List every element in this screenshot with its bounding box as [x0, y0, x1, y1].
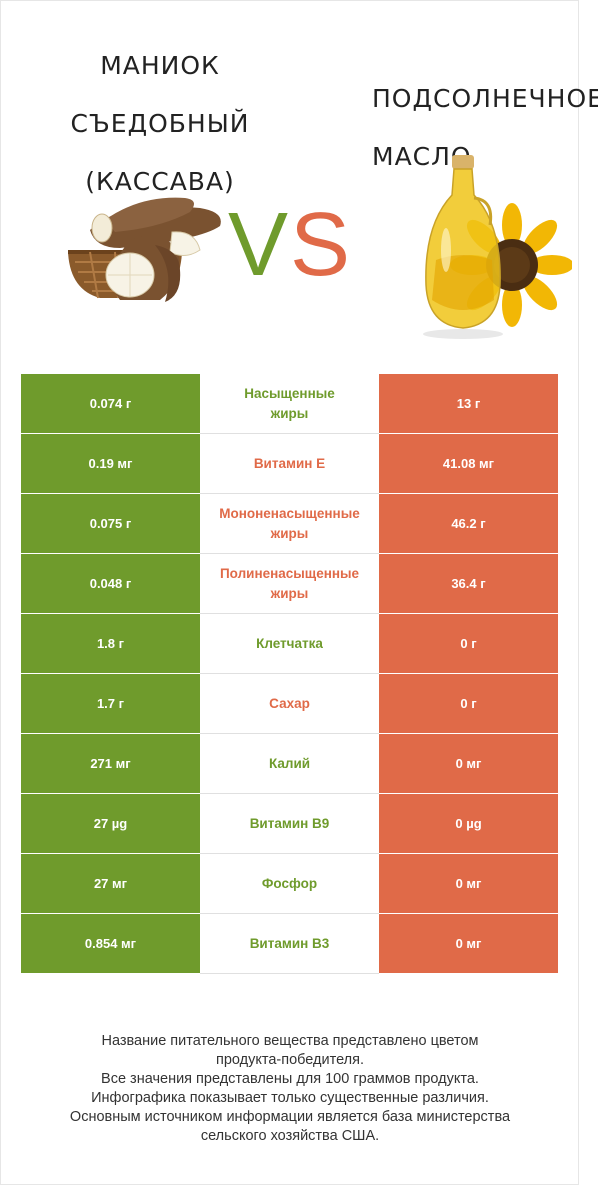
left-product-title: Маниок съедобный (Кассава)	[60, 22, 260, 225]
cassava-image	[68, 197, 221, 302]
table-row: 0.854 мг Витамин B3 0 мг	[21, 914, 558, 974]
table-row: 0.048 г Полиненасыщенные жиры 36.4 г	[21, 554, 558, 614]
left-value-cell: 271 мг	[21, 734, 200, 794]
table-row: 27 µg Витамин B9 0 µg	[21, 794, 558, 854]
sunflower-oil-image	[423, 155, 572, 339]
table-row: 0.075 г Мононенасыщенные жиры 46.2 г	[21, 494, 558, 554]
nutrient-name-cell: Фосфор	[200, 854, 379, 914]
right-value-cell: 0 мг	[379, 914, 558, 974]
right-value-cell: 41.08 мг	[379, 434, 558, 494]
table-row: 1.7 г Сахар 0 г	[21, 674, 558, 734]
nutrient-name-cell: Витамин E	[200, 434, 379, 494]
left-value-cell: 0.854 мг	[21, 914, 200, 974]
left-value-cell: 27 мг	[21, 854, 200, 914]
vs-label: VS	[228, 195, 352, 295]
left-value-cell: 27 µg	[21, 794, 200, 854]
left-title-line-1: Маниок	[100, 51, 220, 80]
vs-v-letter: V	[228, 195, 291, 295]
footer-line-6: сельского хозяйства США.	[200, 1128, 380, 1144]
right-value-cell: 0 мг	[379, 734, 558, 794]
vs-s-letter: S	[290, 195, 353, 295]
comparison-table: 0.074 г Насыщенные жиры 13 г 0.19 мг Витамин…	[21, 374, 558, 974]
right-value-cell: 0 мг	[379, 854, 558, 914]
left-value-cell: 0.075 г	[21, 494, 200, 554]
left-value-cell: 1.8 г	[21, 614, 200, 674]
right-value-cell: 0 µg	[379, 794, 558, 854]
table-row: 27 мг Фосфор 0 мг	[21, 854, 558, 914]
nutrient-name-cell: Насыщенные жиры	[200, 374, 379, 434]
infographic-frame	[0, 0, 579, 1185]
table-row: 271 мг Калий 0 мг	[21, 734, 558, 794]
footer-notes: Название питательного вещества представл…	[10, 1032, 570, 1146]
left-title-line-3: (Кассава)	[85, 167, 235, 196]
right-value-cell: 13 г	[379, 374, 558, 434]
nutrient-name-cell: Калий	[200, 734, 379, 794]
nutrient-name-cell: Сахар	[200, 674, 379, 734]
footer-line-2: продукта-победителя.	[215, 1052, 365, 1068]
nutrient-name-cell: Клетчатка	[200, 614, 379, 674]
left-title-line-2: съедобный	[70, 109, 250, 138]
nutrient-name-cell: Витамин B9	[200, 794, 379, 854]
right-product-title: Подсолнечное масло	[372, 55, 598, 200]
table-row: 0.19 мг Витамин E 41.08 мг	[21, 434, 558, 494]
footer-line-1: Название питательного вещества представл…	[101, 1033, 479, 1049]
left-value-cell: 0.048 г	[21, 554, 200, 614]
left-value-cell: 1.7 г	[21, 674, 200, 734]
right-value-cell: 0 г	[379, 614, 558, 674]
footer-line-4: Инфографика показывает только существенн…	[91, 1090, 489, 1106]
nutrient-name-cell: Мононенасыщенные жиры	[200, 494, 379, 554]
right-title-line-1: Подсолнечное	[372, 84, 598, 113]
right-value-cell: 0 г	[379, 674, 558, 734]
footer-line-5: Основным источником информации является …	[69, 1109, 511, 1125]
table-row: 0.074 г Насыщенные жиры 13 г	[21, 374, 558, 434]
table-row: 1.8 г Клетчатка 0 г	[21, 614, 558, 674]
footer-line-3: Все значения представлены для 100 граммо…	[101, 1071, 479, 1087]
nutrient-name-cell: Полиненасыщенные жиры	[200, 554, 379, 614]
right-value-cell: 46.2 г	[379, 494, 558, 554]
left-value-cell: 0.19 мг	[21, 434, 200, 494]
nutrient-name-cell: Витамин B3	[200, 914, 379, 974]
right-value-cell: 36.4 г	[379, 554, 558, 614]
left-value-cell: 0.074 г	[21, 374, 200, 434]
